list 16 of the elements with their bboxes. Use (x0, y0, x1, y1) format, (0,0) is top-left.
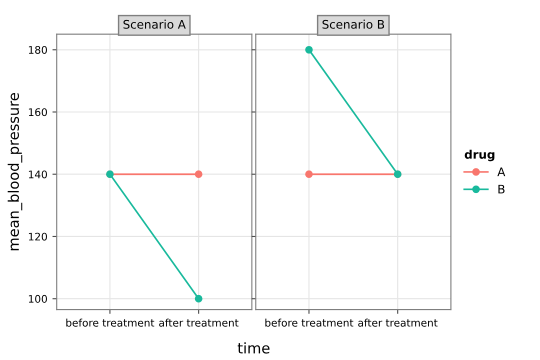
y-tick-label: 100 (28, 294, 47, 303)
y-tick-label: 140 (28, 170, 47, 178)
y-tick-label: 180 (28, 46, 47, 54)
x-tick-label: before treatment (66, 318, 154, 327)
legend-title: drug (464, 150, 494, 162)
y-tick-label: 160 (28, 108, 47, 116)
legend-label: B (498, 184, 505, 194)
x-tick-label: after treatment (358, 318, 438, 327)
x-tick-label: before treatment (265, 318, 354, 327)
chart-title: Scenario A (123, 20, 186, 29)
y-tick-label: 120 (28, 232, 47, 241)
chart-title: Scenario B (322, 20, 384, 29)
y-axis-title: mean_blood_pressure (8, 93, 22, 250)
legend-label: A (497, 167, 506, 176)
x-tick-label: after treatment (159, 318, 238, 327)
x-axis-title: time (238, 342, 270, 354)
